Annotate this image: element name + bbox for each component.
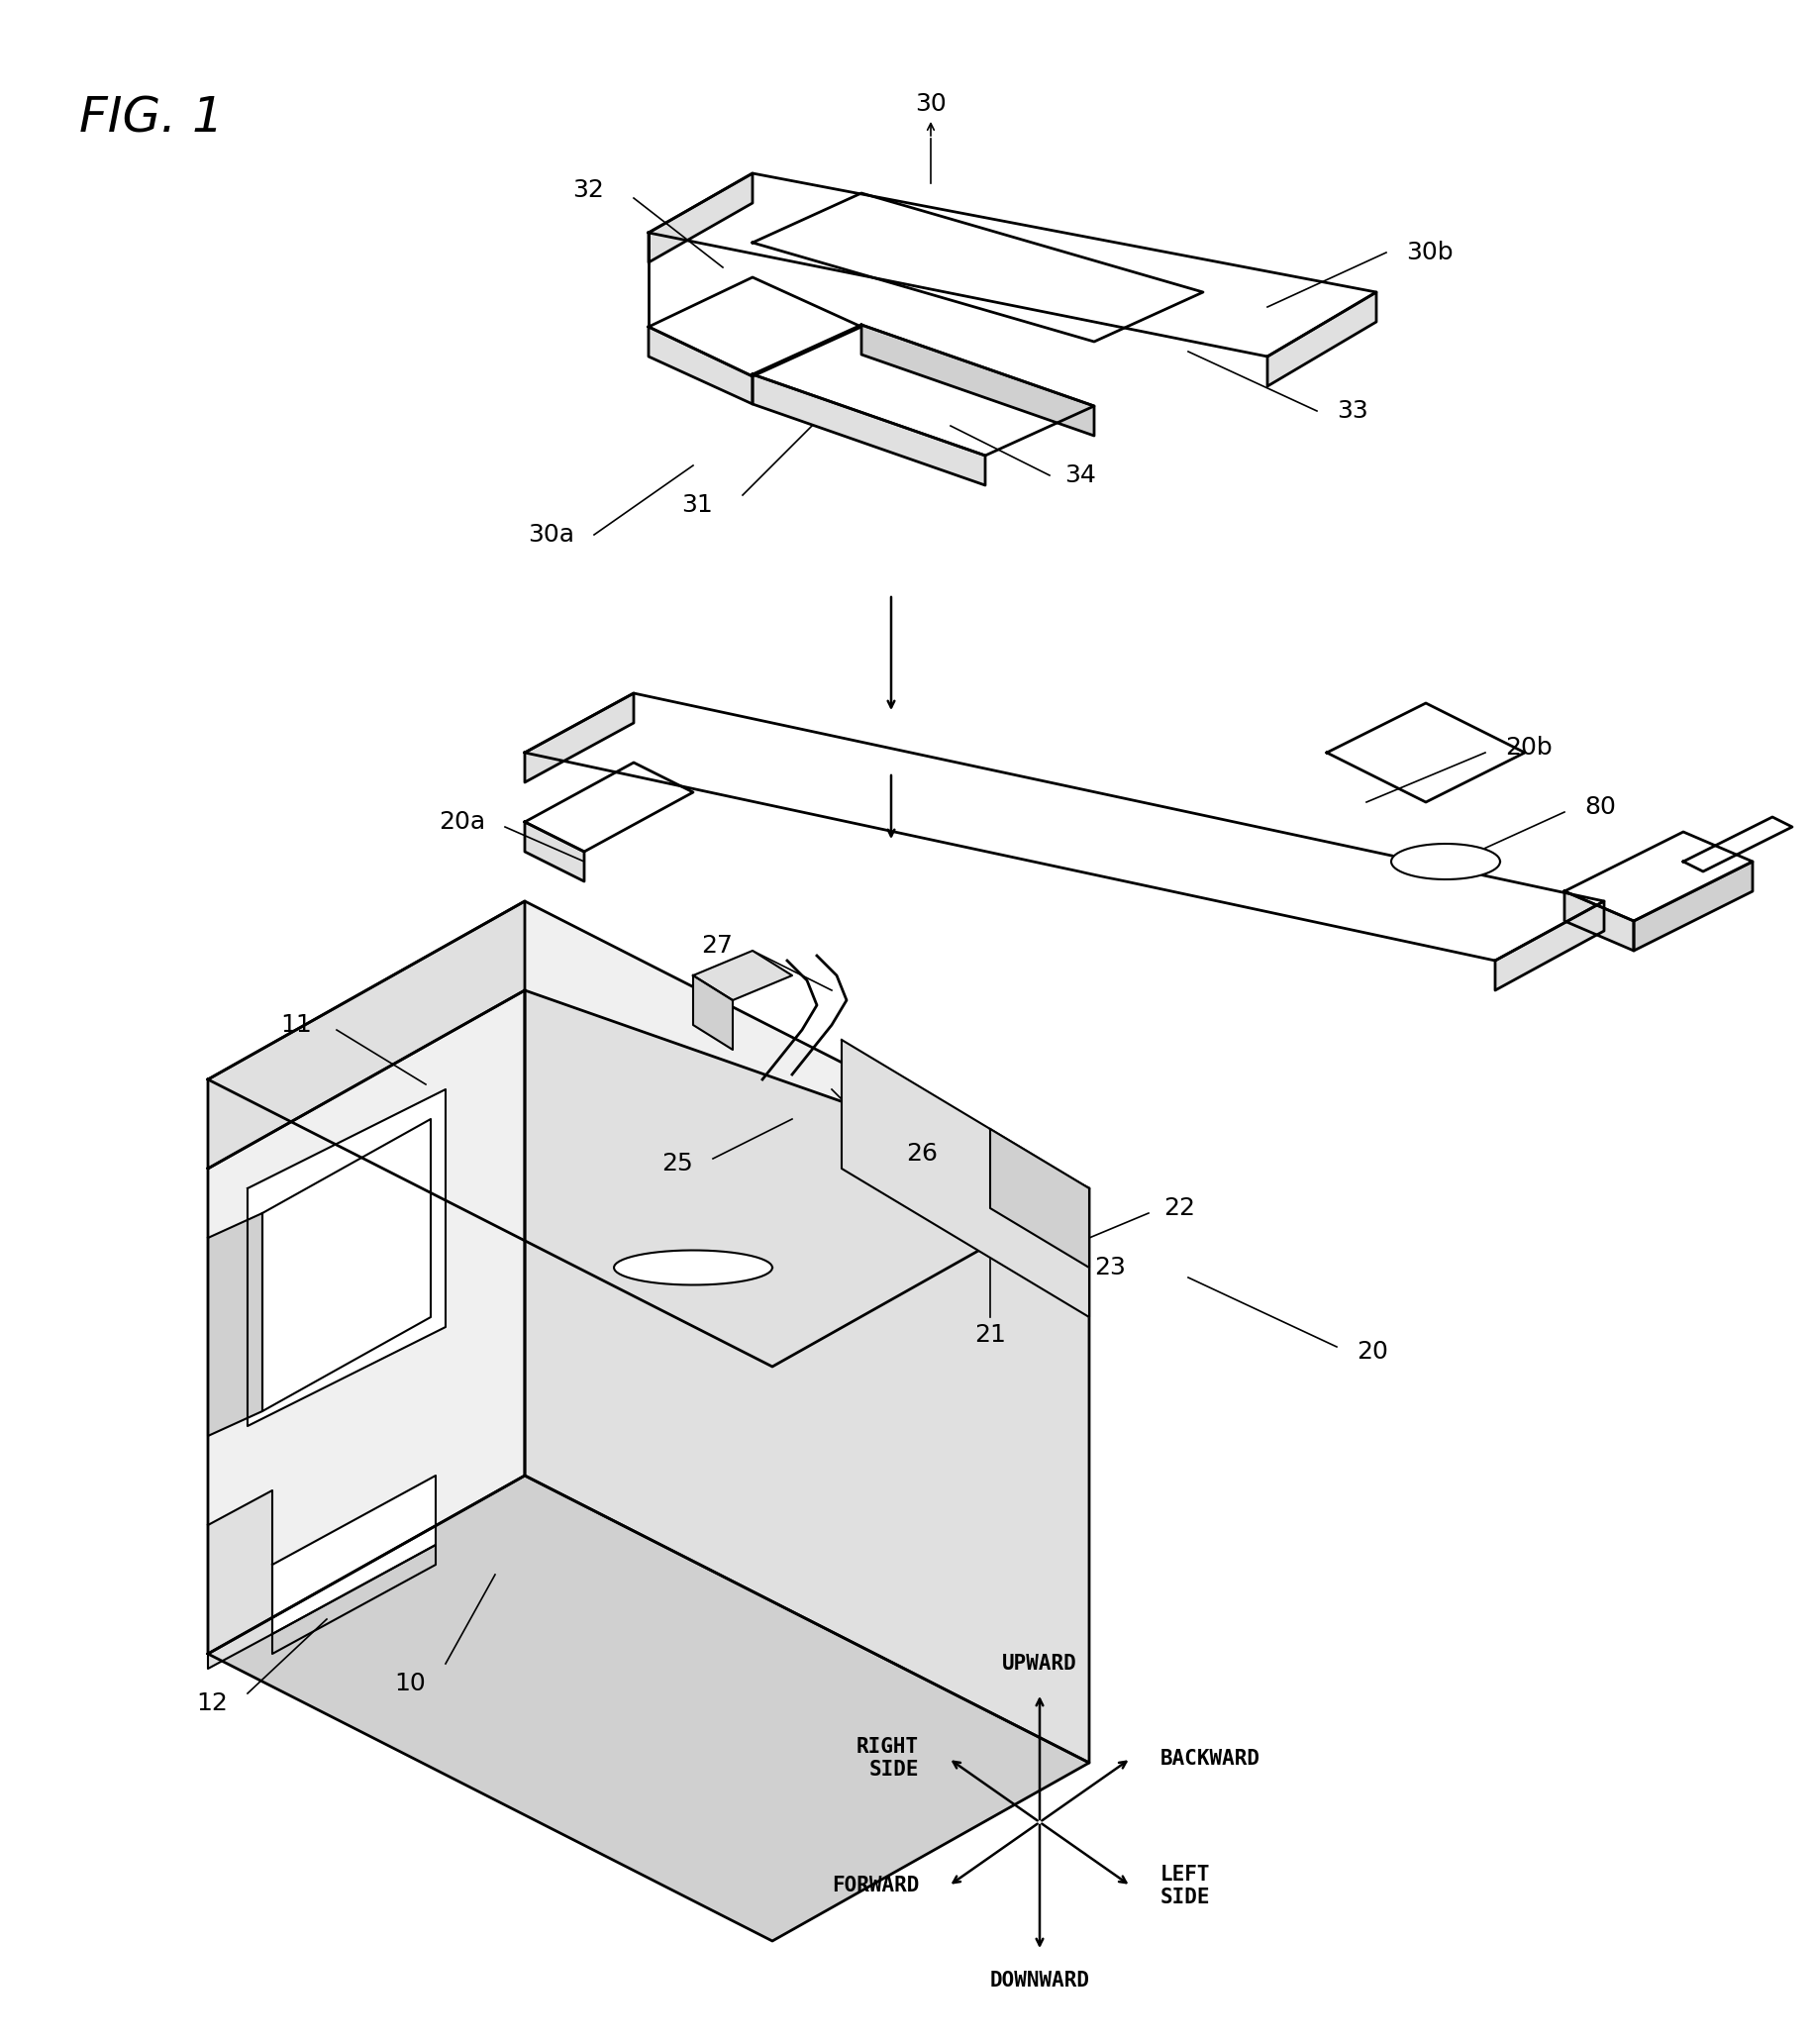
Polygon shape xyxy=(208,1214,263,1437)
Text: 21: 21 xyxy=(975,1322,1006,1347)
Text: 26: 26 xyxy=(906,1143,937,1165)
Polygon shape xyxy=(752,325,1094,456)
Polygon shape xyxy=(861,325,1094,435)
Text: 20a: 20a xyxy=(439,809,486,834)
Polygon shape xyxy=(272,1545,435,1654)
Text: 12: 12 xyxy=(196,1692,228,1715)
Polygon shape xyxy=(649,278,861,376)
Polygon shape xyxy=(525,693,634,783)
Polygon shape xyxy=(263,1118,431,1410)
Text: 34: 34 xyxy=(1064,464,1096,486)
Polygon shape xyxy=(525,822,583,881)
Polygon shape xyxy=(272,1476,435,1633)
Polygon shape xyxy=(208,901,525,1169)
Polygon shape xyxy=(694,975,732,1051)
Text: 30: 30 xyxy=(915,92,946,117)
Polygon shape xyxy=(752,374,986,484)
Text: 20b: 20b xyxy=(1506,736,1553,760)
Polygon shape xyxy=(208,901,1089,1367)
Polygon shape xyxy=(614,1251,772,1286)
Text: FIG. 1: FIG. 1 xyxy=(80,94,223,141)
Text: BACKWARD: BACKWARD xyxy=(1160,1748,1261,1768)
Text: 30a: 30a xyxy=(527,523,574,546)
Polygon shape xyxy=(248,1089,446,1427)
Polygon shape xyxy=(208,1476,1089,1942)
Text: 30b: 30b xyxy=(1406,241,1453,264)
Text: 33: 33 xyxy=(1337,399,1368,423)
Text: LEFT
SIDE: LEFT SIDE xyxy=(1160,1864,1210,1907)
Polygon shape xyxy=(1634,863,1752,950)
Polygon shape xyxy=(649,327,752,405)
Polygon shape xyxy=(649,174,1377,356)
Text: 25: 25 xyxy=(661,1151,694,1175)
Polygon shape xyxy=(841,1040,1089,1316)
Polygon shape xyxy=(208,1490,272,1668)
Polygon shape xyxy=(989,1128,1089,1267)
Polygon shape xyxy=(1564,891,1634,950)
Polygon shape xyxy=(1683,818,1792,871)
Text: 11: 11 xyxy=(281,1014,312,1036)
Text: 10: 10 xyxy=(395,1672,426,1694)
Text: UPWARD: UPWARD xyxy=(1002,1654,1076,1674)
Polygon shape xyxy=(1267,292,1377,386)
Text: 32: 32 xyxy=(573,178,603,202)
Polygon shape xyxy=(752,192,1203,341)
Polygon shape xyxy=(525,693,1604,961)
Text: 31: 31 xyxy=(681,493,712,517)
Text: RIGHT
SIDE: RIGHT SIDE xyxy=(857,1737,919,1780)
Polygon shape xyxy=(1564,832,1752,922)
Polygon shape xyxy=(525,762,694,852)
Polygon shape xyxy=(1392,844,1500,879)
Polygon shape xyxy=(525,989,1089,1762)
Polygon shape xyxy=(1326,703,1526,801)
Text: DOWNWARD: DOWNWARD xyxy=(989,1970,1089,1991)
Text: 22: 22 xyxy=(1163,1196,1196,1220)
Text: FORWARD: FORWARD xyxy=(832,1876,919,1895)
Text: 27: 27 xyxy=(701,934,732,959)
Polygon shape xyxy=(208,989,525,1654)
Text: 80: 80 xyxy=(1584,795,1616,820)
Text: 20: 20 xyxy=(1357,1341,1388,1363)
Polygon shape xyxy=(694,950,792,1000)
Polygon shape xyxy=(649,174,752,262)
Polygon shape xyxy=(1495,901,1604,989)
Text: 23: 23 xyxy=(1094,1255,1125,1280)
